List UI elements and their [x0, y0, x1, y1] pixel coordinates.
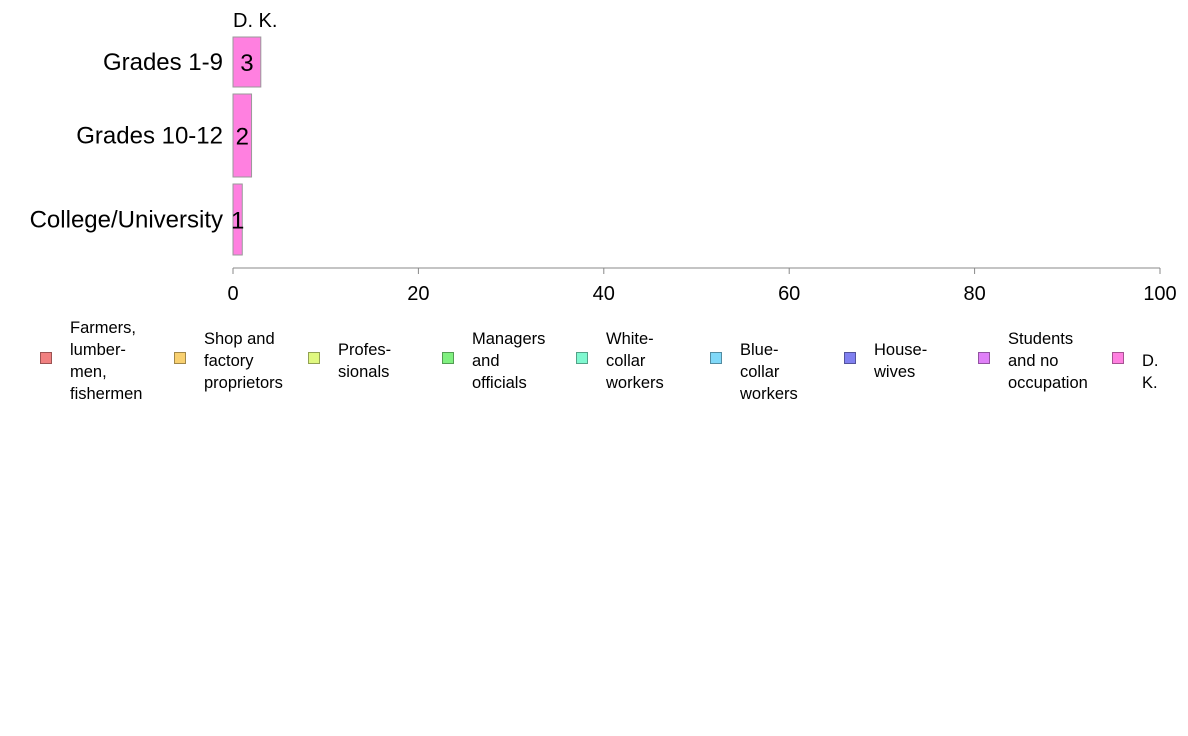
bar-segment: [232, 183, 243, 256]
legend-label: Managers and officials: [472, 330, 546, 392]
category-label: College/University: [30, 207, 223, 234]
x-tick-label: 100: [1143, 283, 1176, 305]
legend-swatch: [978, 352, 990, 364]
legend-swatch: [1112, 352, 1124, 364]
legend-label: Shop and factory proprietors: [204, 330, 283, 392]
legend-label: Profes- sionals: [338, 341, 392, 381]
legend-label: D. K.: [1142, 352, 1159, 392]
legend-swatch: [174, 352, 186, 364]
legend: Farmers, lumber- men, fishermen Shop and …: [0, 319, 1188, 408]
legend-swatch: [844, 352, 856, 364]
x-axis: 0 20 40 60 80 100: [227, 267, 1177, 305]
legend-swatch: [576, 352, 588, 364]
data-label: 2: [236, 124, 249, 151]
series-label-top: D. K.: [233, 10, 277, 32]
legend-label: House- wives: [874, 341, 928, 381]
legend-swatch: [40, 352, 52, 364]
legend-swatch: [710, 352, 722, 364]
x-tick-label: 20: [407, 283, 429, 305]
data-label: 1: [231, 208, 244, 235]
bars-group: D. K. Grades 1-9 3 Grades 10-12 2 College/Uni…: [30, 10, 277, 256]
legend-label: Farmers, lumber- men, fishermen: [70, 319, 143, 403]
x-tick-label: 0: [227, 283, 238, 305]
x-tick-label: 80: [963, 283, 985, 305]
category-label: Grades 1-9: [103, 49, 223, 76]
x-tick-label: 40: [593, 283, 615, 305]
legend-swatch: [442, 352, 454, 364]
bar-segment: [232, 93, 253, 178]
legend-swatch: [308, 352, 320, 364]
stacked-bar-chart: D. K. Grades 1-9 3 Grades 10-12 2 College/Uni…: [30, 10, 1177, 305]
bar-segment: [232, 36, 262, 88]
x-tick-label: 60: [778, 283, 800, 305]
category-label: Grades 10-12: [76, 123, 223, 150]
legend-label: Blue-collar workers: [740, 341, 798, 403]
legend-label: White- collar workers: [606, 330, 664, 392]
data-label: 3: [240, 50, 253, 77]
legend-label: Students and no occupation: [1008, 330, 1088, 392]
